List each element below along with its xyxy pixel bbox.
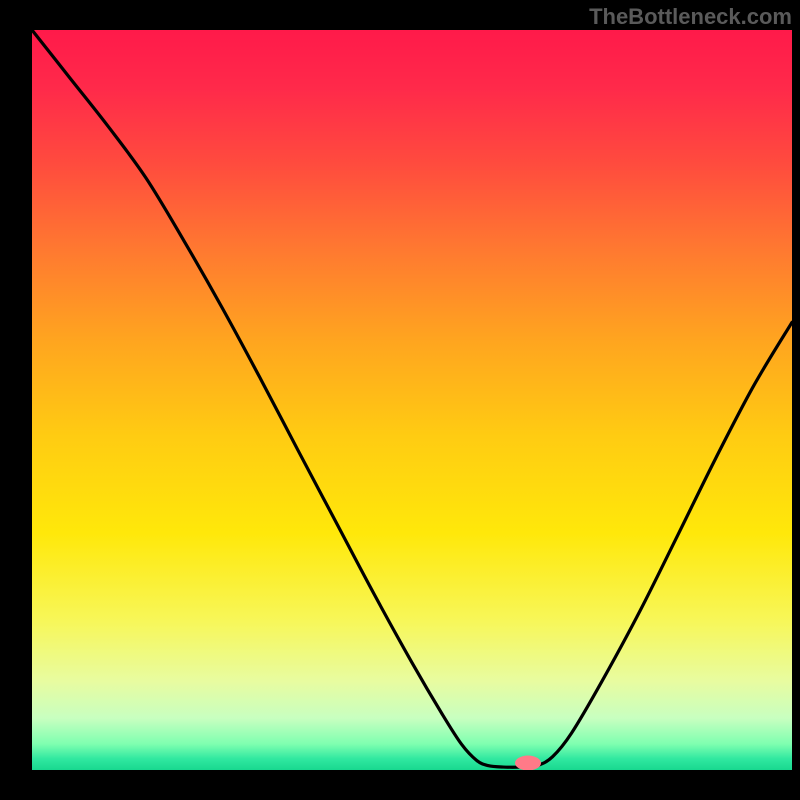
plot-area <box>32 30 792 770</box>
watermark-text: TheBottleneck.com <box>589 4 792 30</box>
bottleneck-curve <box>32 30 792 770</box>
optimal-point-marker <box>515 755 541 770</box>
chart-container: TheBottleneck.com <box>0 0 800 800</box>
